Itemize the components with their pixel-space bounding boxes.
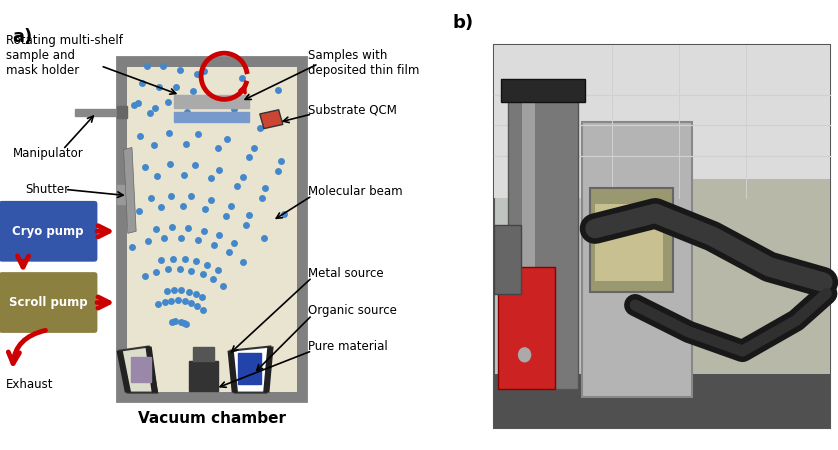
Polygon shape: [260, 110, 283, 129]
Text: Metal source: Metal source: [308, 267, 384, 280]
FancyBboxPatch shape: [0, 271, 99, 334]
Bar: [117, 185, 127, 204]
Text: Molecular beam: Molecular beam: [308, 185, 402, 198]
Bar: [189, 361, 218, 391]
Bar: [494, 225, 521, 294]
Bar: [494, 374, 830, 428]
Text: Substrate QCM: Substrate QCM: [308, 103, 397, 116]
Bar: [595, 204, 664, 281]
Polygon shape: [146, 346, 158, 392]
Bar: [645, 179, 830, 389]
Text: Vacuum chamber: Vacuum chamber: [137, 411, 286, 426]
Bar: [117, 58, 306, 401]
Ellipse shape: [518, 347, 531, 363]
Bar: [238, 353, 261, 384]
Bar: [494, 45, 830, 198]
Bar: [173, 95, 250, 108]
Text: Cryo pump: Cryo pump: [13, 225, 84, 238]
Polygon shape: [263, 346, 273, 392]
Bar: [508, 91, 578, 389]
Bar: [522, 91, 535, 389]
Bar: [75, 108, 126, 116]
Text: Organic source: Organic source: [308, 304, 397, 317]
Polygon shape: [124, 148, 136, 234]
Text: Scroll pump: Scroll pump: [9, 296, 87, 309]
Bar: [591, 188, 674, 292]
Bar: [117, 106, 127, 118]
Text: Samples with
deposited thin film: Samples with deposited thin film: [308, 49, 419, 77]
Bar: [582, 122, 692, 397]
Polygon shape: [116, 351, 131, 392]
Polygon shape: [230, 346, 270, 392]
Bar: [193, 346, 214, 361]
Text: Manipulator: Manipulator: [13, 147, 83, 160]
Bar: [173, 112, 250, 122]
Text: Shutter: Shutter: [25, 183, 70, 196]
Polygon shape: [228, 351, 238, 392]
Bar: [494, 45, 830, 428]
Bar: [501, 79, 585, 103]
Text: Exhaust: Exhaust: [7, 378, 54, 391]
Bar: [498, 267, 555, 389]
FancyBboxPatch shape: [0, 200, 99, 263]
Text: Rotating multi-shelf
sample and
mask holder: Rotating multi-shelf sample and mask hol…: [7, 34, 123, 77]
Text: Pure material: Pure material: [308, 340, 388, 353]
Bar: [127, 67, 297, 392]
Polygon shape: [120, 346, 158, 392]
Bar: [131, 357, 151, 382]
Text: b): b): [453, 14, 473, 32]
Text: a): a): [13, 28, 33, 46]
